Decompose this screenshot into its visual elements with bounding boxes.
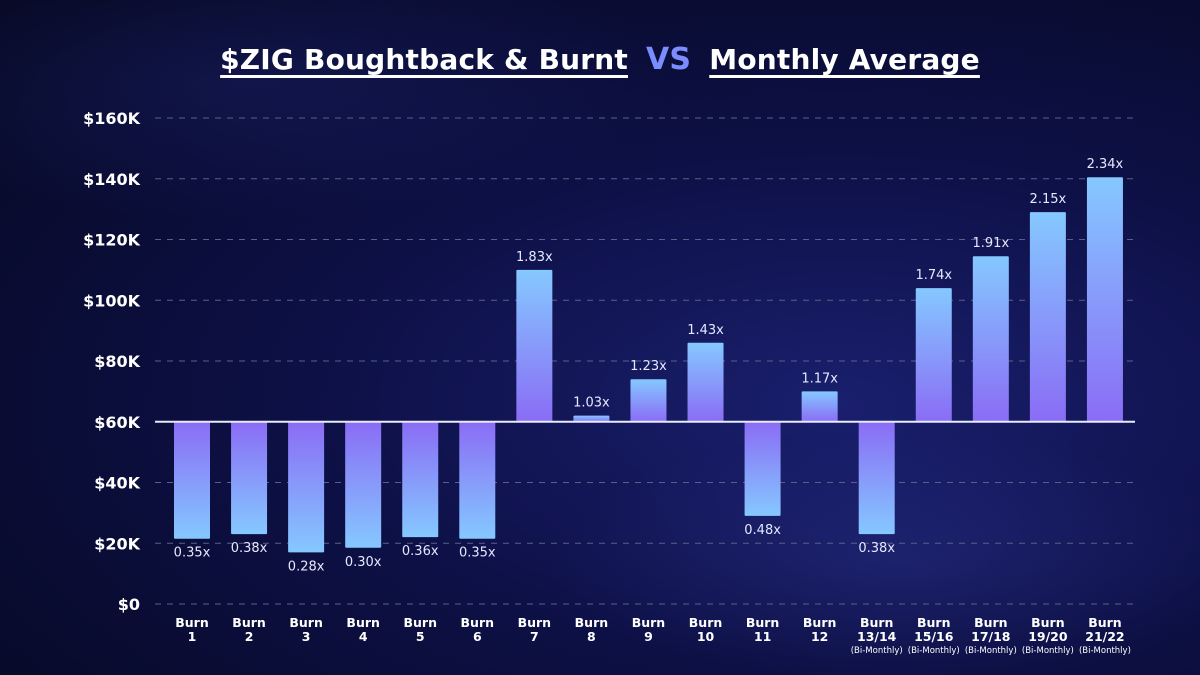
y-tick-label: $120K (83, 231, 141, 250)
bar (345, 421, 382, 548)
bar (744, 421, 781, 516)
data-label: 1.43x (687, 323, 724, 338)
x-tick-label: Burn (289, 615, 323, 630)
x-tick-label: Burn (917, 615, 951, 630)
x-tick-label: 10 (697, 629, 715, 644)
x-tick-label: 8 (587, 629, 596, 644)
x-tick-label: Burn (461, 615, 495, 630)
x-tick-label: 3 (302, 629, 311, 644)
x-tick-label: 17/18 (971, 629, 1010, 644)
x-tick-label: Burn (518, 615, 552, 630)
x-tick-label: 2 (245, 629, 254, 644)
x-tick-label: 15/16 (914, 629, 954, 644)
x-tick-label: 21/22 (1085, 629, 1124, 644)
bar (459, 421, 496, 539)
x-tick-label: 9 (644, 629, 653, 644)
bar-layer (155, 177, 1135, 553)
data-label: 0.28x (288, 559, 325, 574)
x-tick-label: 12 (811, 629, 828, 644)
data-label: 0.48x (744, 523, 781, 538)
y-tick-label: $0 (118, 595, 140, 614)
data-label: 1.17x (801, 371, 838, 386)
bar (1086, 177, 1123, 422)
data-label: 1.83x (516, 250, 553, 265)
y-tick-label: $20K (94, 534, 140, 553)
x-tick-label: Burn (232, 615, 266, 630)
bar (231, 421, 268, 535)
bar (573, 415, 610, 422)
x-tick-label: Burn (860, 615, 894, 630)
data-label: 0.36x (402, 544, 439, 559)
x-tick-label: 13/14 (857, 629, 897, 644)
x-tick-label: Burn (632, 615, 666, 630)
data-label: 2.34x (1087, 157, 1124, 172)
x-tick-label: Burn (346, 615, 380, 630)
x-tick-note: (Bi-Monthly) (965, 646, 1017, 656)
bar (630, 379, 667, 422)
x-tick-label: 4 (359, 629, 368, 644)
x-tick-label: 7 (530, 629, 539, 644)
chart-title: $ZIG Boughtback & Burnt VS Monthly Average (0, 42, 1200, 77)
label-layer: $0 $20K $40K $60K $80K $100K $120K $140K $160K 0.… (83, 109, 1131, 656)
x-tick-label: Burn (1088, 615, 1122, 630)
x-tick-note: (Bi-Monthly) (908, 646, 960, 656)
data-label: 0.38x (231, 541, 268, 556)
x-tick-label: Burn (746, 615, 780, 630)
x-tick-note: (Bi-Monthly) (851, 646, 903, 656)
data-label: 0.35x (459, 546, 496, 561)
title-part-2: Monthly Average (709, 43, 980, 76)
x-tick-label: Burn (575, 615, 609, 630)
x-tick-label: Burn (175, 615, 209, 630)
data-label: 2.15x (1030, 192, 1067, 207)
bar (402, 421, 439, 538)
x-tick-label: Burn (689, 615, 723, 630)
bar (915, 288, 952, 422)
x-tick-label: Burn (974, 615, 1008, 630)
x-tick-label: 11 (754, 629, 771, 644)
data-label: 1.74x (915, 268, 952, 283)
x-tick-label: Burn (1031, 615, 1065, 630)
x-tick-note: (Bi-Monthly) (1079, 646, 1131, 656)
data-label: 0.30x (345, 555, 382, 570)
bar (972, 256, 1009, 422)
bar (687, 342, 724, 422)
x-tick-label: 6 (473, 629, 482, 644)
data-label: 1.91x (973, 236, 1010, 251)
x-tick-note: (Bi-Monthly) (1022, 646, 1074, 656)
bar (1029, 212, 1066, 422)
x-tick-label: Burn (803, 615, 837, 630)
x-tick-label: 1 (188, 629, 197, 644)
y-tick-label: $100K (83, 291, 141, 310)
data-label: 1.03x (573, 396, 610, 411)
x-tick-label: 19/20 (1028, 629, 1068, 644)
bar (801, 391, 838, 422)
title-vs: VS (646, 42, 692, 77)
title-part-1: $ZIG Boughtback & Burnt (220, 43, 629, 76)
y-tick-label: $40K (94, 474, 140, 493)
y-tick-label: $160K (83, 109, 141, 128)
y-tick-label: $80K (94, 352, 140, 371)
data-label: 0.38x (858, 541, 895, 556)
bar (174, 421, 210, 539)
data-label: 0.35x (174, 546, 211, 561)
bar (858, 421, 895, 535)
y-tick-label: $140K (83, 170, 141, 189)
bar (516, 269, 553, 422)
bar (288, 421, 325, 553)
x-tick-label: 5 (416, 629, 425, 644)
x-tick-label: Burn (403, 615, 437, 630)
y-tick-label: $60K (94, 413, 140, 432)
grid-layer (155, 117, 1135, 605)
data-label: 1.23x (630, 359, 667, 374)
